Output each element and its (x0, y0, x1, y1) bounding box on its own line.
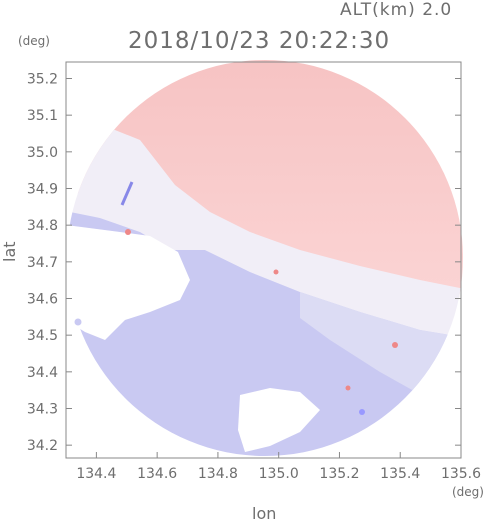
echo-speckle (359, 409, 365, 415)
no-data-southeast (352, 380, 465, 458)
echo-speckle (392, 342, 398, 348)
y-tick-label: 34.4 (27, 365, 58, 381)
y-axis-unit: (deg) (18, 34, 50, 48)
plot-frame (65, 61, 462, 459)
y-tick-label: 35.0 (27, 145, 58, 161)
x-tick-label: 134.6 (137, 466, 177, 482)
y-tick-label: 34.6 (27, 292, 58, 308)
no-data-south (238, 388, 320, 452)
altitude-label: ALT(km) 2.0 (340, 0, 453, 20)
receding-region (67, 60, 463, 300)
y-tick-label: 34.9 (27, 182, 58, 198)
x-tick-label: 134.8 (198, 466, 238, 482)
y-tick-label: 35.1 (27, 108, 58, 124)
neutral-band (67, 128, 463, 340)
x-tick-label: 135.6 (441, 466, 481, 482)
y-tick-label: 34.7 (27, 255, 58, 271)
x-tick-label: 135.2 (319, 466, 359, 482)
x-tick-label: 135.0 (259, 466, 299, 482)
x-axis-unit: (deg) (452, 485, 484, 499)
no-data-southwest (66, 400, 125, 458)
y-tick-label: 35.2 (27, 72, 58, 88)
x-axis-label: lon (252, 504, 277, 523)
no-data-west (66, 225, 190, 340)
y-tick-label: 34.3 (27, 402, 58, 418)
x-axis-ticks: 134.4 134.6 134.8 135.0 135.2 135.4 135.6 (76, 452, 481, 482)
echo-speckle (125, 229, 131, 235)
y-tick-label: 34.2 (27, 438, 58, 454)
datetime-label: 2018/10/23 20:22:30 (128, 28, 391, 54)
y-axis-ticks: 35.2 35.1 35.0 34.9 34.8 34.7 34.6 34.5 34.4 34.3… (27, 72, 461, 454)
y-tick-label: 34.5 (27, 328, 58, 344)
radar-velocity-field (66, 60, 465, 458)
echo-speckle (345, 385, 351, 391)
y-tick-label: 34.8 (27, 218, 58, 234)
x-tick-label: 135.4 (380, 466, 420, 482)
echo-speckle (273, 269, 279, 275)
x-tick-label: 134.4 (76, 466, 116, 482)
echo-speckle (74, 318, 82, 326)
echo-streak (120, 181, 134, 206)
